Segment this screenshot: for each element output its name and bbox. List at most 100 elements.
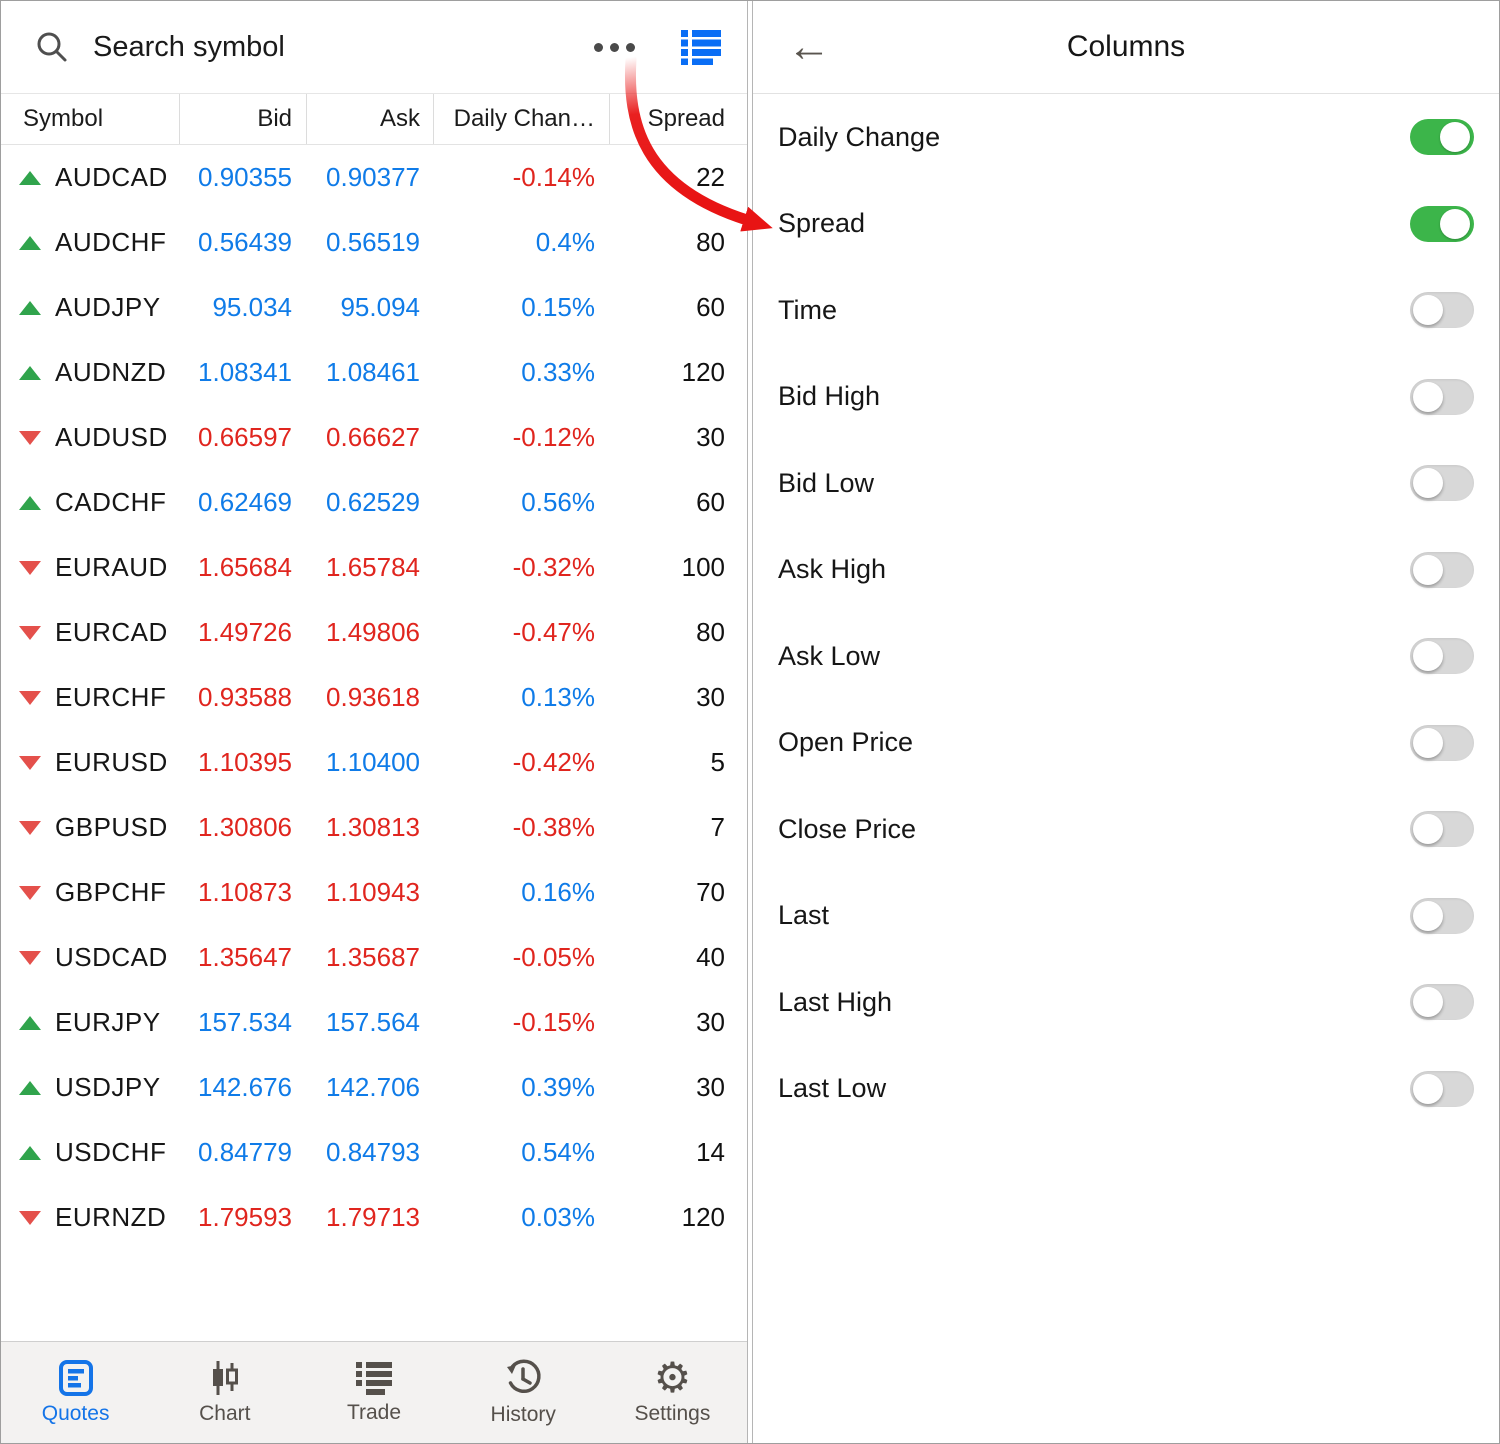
column-toggle-row[interactable]: Bid High	[753, 354, 1499, 441]
down-arrow-icon	[19, 820, 41, 835]
bid-value: 1.10873	[198, 877, 292, 907]
column-toggle-row[interactable]: Close Price	[753, 786, 1499, 873]
toggle-knob	[1413, 1073, 1443, 1104]
bid-value: 1.49726	[198, 617, 292, 647]
back-button[interactable]: ←	[787, 1, 831, 93]
nav-settings[interactable]: ⚙ Settings	[598, 1342, 747, 1443]
back-arrow-icon: ←	[787, 22, 831, 71]
column-label: Close Price	[778, 813, 917, 844]
search-input[interactable]: Search symbol	[93, 30, 285, 63]
toggle-switch[interactable]	[1410, 119, 1474, 156]
table-row[interactable]: CADCHF 0.62469 0.62529 0.56% 60	[1, 470, 747, 535]
toggle-switch[interactable]	[1410, 205, 1474, 242]
settings-icon: ⚙	[653, 1353, 692, 1402]
ask-value: 0.93618	[326, 682, 420, 712]
table-row[interactable]: GBPUSD 1.30806 1.30813 -0.38% 7	[1, 795, 747, 860]
spread-value: 30	[696, 1007, 725, 1037]
table-row[interactable]: EURNZD 1.79593 1.79713 0.03% 120	[1, 1185, 747, 1250]
daily-change-value: -0.15%	[512, 1007, 595, 1037]
ask-value: 142.706	[326, 1072, 420, 1102]
table-row[interactable]: AUDNZD 1.08341 1.08461 0.33% 120	[1, 340, 747, 405]
symbol-name: EURUSD	[55, 747, 168, 777]
spread-value: 60	[696, 487, 725, 517]
down-arrow-icon	[19, 755, 41, 770]
nav-chart[interactable]: Chart	[150, 1342, 299, 1443]
bid-value: 1.65684	[198, 552, 292, 582]
column-toggle-row[interactable]: Ask Low	[753, 613, 1499, 700]
column-toggle-row[interactable]: Ask High	[753, 527, 1499, 614]
column-toggle-row[interactable]: Last High	[753, 959, 1499, 1046]
up-arrow-icon	[19, 170, 41, 185]
toggle-switch[interactable]	[1410, 551, 1474, 588]
table-row[interactable]: USDJPY 142.676 142.706 0.39% 30	[1, 1055, 747, 1120]
toggle-switch[interactable]	[1410, 724, 1474, 761]
column-toggle-row[interactable]: Last	[753, 873, 1499, 960]
spread-value: 30	[696, 682, 725, 712]
nav-trade[interactable]: Trade	[299, 1342, 448, 1443]
table-row[interactable]: EURAUD 1.65684 1.65784 -0.32% 100	[1, 535, 747, 600]
toggle-switch[interactable]	[1410, 984, 1474, 1021]
table-row[interactable]: EURUSD 1.10395 1.10400 -0.42% 5	[1, 730, 747, 795]
down-arrow-icon	[19, 1210, 41, 1225]
toggle-knob	[1413, 987, 1443, 1018]
table-row[interactable]: AUDCAD 0.90355 0.90377 -0.14% 22	[1, 145, 747, 210]
nav-quotes[interactable]: Quotes	[1, 1342, 150, 1443]
column-label: Last High	[778, 986, 893, 1017]
nav-history[interactable]: History	[449, 1342, 598, 1443]
header-spread: Spread	[609, 94, 747, 144]
toggle-knob	[1413, 381, 1443, 412]
table-row[interactable]: AUDJPY 95.034 95.094 0.15% 60	[1, 275, 747, 340]
toggle-switch[interactable]	[1410, 465, 1474, 502]
column-toggle-row[interactable]: Time	[753, 267, 1499, 354]
ask-value: 0.62529	[326, 487, 420, 517]
daily-change-value: -0.14%	[512, 162, 595, 192]
spread-value: 14	[696, 1137, 725, 1167]
spread-value: 30	[696, 422, 725, 452]
up-arrow-icon	[19, 300, 41, 315]
toggle-switch[interactable]	[1410, 811, 1474, 848]
quotes-icon	[58, 1360, 93, 1396]
column-toggle-row[interactable]: Spread	[753, 181, 1499, 268]
bid-value: 142.676	[198, 1072, 292, 1102]
up-arrow-icon	[19, 235, 41, 250]
bottom-navigation: Quotes Chart	[1, 1341, 747, 1443]
table-row[interactable]: USDCAD 1.35647 1.35687 -0.05% 40	[1, 925, 747, 990]
list-view-icon[interactable]	[681, 29, 721, 65]
search-bar[interactable]: Search symbol	[1, 1, 747, 94]
toggle-knob	[1413, 468, 1443, 499]
column-label: Ask High	[778, 554, 887, 585]
more-menu-button[interactable]	[586, 33, 643, 62]
ask-value: 1.10400	[326, 747, 420, 777]
bid-value: 1.08341	[198, 357, 292, 387]
spread-value: 60	[696, 292, 725, 322]
toggle-switch[interactable]	[1410, 292, 1474, 329]
toggle-switch[interactable]	[1410, 638, 1474, 675]
toggle-switch[interactable]	[1410, 1070, 1474, 1107]
table-row[interactable]: EURCHF 0.93588 0.93618 0.13% 30	[1, 665, 747, 730]
table-row[interactable]: USDCHF 0.84779 0.84793 0.54% 14	[1, 1120, 747, 1185]
column-toggle-row[interactable]: Open Price	[753, 700, 1499, 787]
column-label: Open Price	[778, 727, 914, 758]
header-symbol: Symbol	[23, 105, 104, 132]
symbol-name: AUDNZD	[55, 357, 167, 387]
toggle-switch[interactable]	[1410, 378, 1474, 415]
column-toggle-row[interactable]: Last Low	[753, 1046, 1499, 1133]
table-row[interactable]: AUDCHF 0.56439 0.56519 0.4% 80	[1, 210, 747, 275]
search-icon	[37, 32, 67, 62]
table-row[interactable]: AUDUSD 0.66597 0.66627 -0.12% 30	[1, 405, 747, 470]
symbol-name: AUDJPY	[55, 292, 161, 322]
daily-change-value: 0.54%	[521, 1137, 595, 1167]
ask-value: 1.10943	[326, 877, 420, 907]
daily-change-value: 0.56%	[521, 487, 595, 517]
table-row[interactable]: GBPCHF 1.10873 1.10943 0.16% 70	[1, 860, 747, 925]
column-toggle-row[interactable]: Daily Change	[753, 94, 1499, 181]
table-row[interactable]: EURJPY 157.534 157.564 -0.15% 30	[1, 990, 747, 1055]
daily-change-value: -0.42%	[512, 747, 595, 777]
symbol-name: USDCHF	[55, 1137, 167, 1167]
spread-value: 5	[710, 747, 725, 777]
down-arrow-icon	[19, 560, 41, 575]
toggle-switch[interactable]	[1410, 897, 1474, 934]
symbol-name: GBPCHF	[55, 877, 167, 907]
column-toggle-row[interactable]: Bid Low	[753, 440, 1499, 527]
table-row[interactable]: EURCAD 1.49726 1.49806 -0.47% 80	[1, 600, 747, 665]
